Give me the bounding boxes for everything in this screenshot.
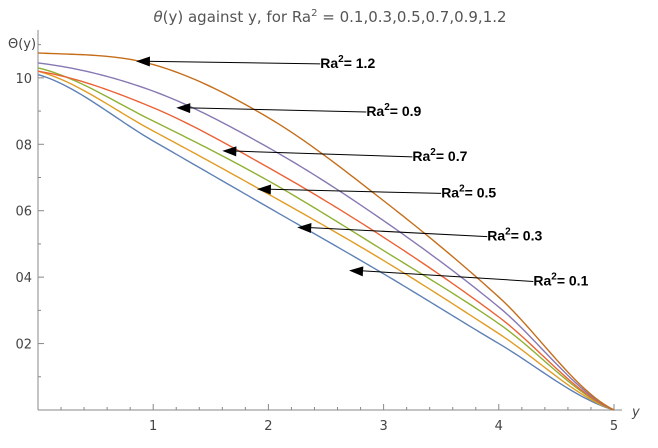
annotation: Ra2= 1.2 [135, 54, 375, 71]
series-line-ra2-0_7 [37, 70, 615, 411]
title-theta: θ [153, 8, 162, 26]
series-line-ra2-1_2 [37, 52, 615, 411]
y-axis-label: Θ(y) [8, 37, 36, 52]
annotation: Ra2= 0.9 [176, 102, 422, 119]
annotation: Ra2= 0.3 [297, 223, 542, 244]
y-tick-label: 10 [15, 72, 32, 87]
y-tick-label: 04 [15, 271, 32, 286]
x-tick-label: 3 [379, 419, 387, 434]
chart-title: θ(y) against y, for Ra2 = 0.1,0.3,0.5,0.… [153, 8, 506, 26]
y-tick-label: 06 [15, 205, 32, 220]
annotation-arrow-line [264, 188, 442, 194]
title-sup: 2 [311, 8, 317, 19]
x-tick-label: 5 [610, 419, 618, 434]
annotation-label: Ra2= 0.5 [441, 183, 496, 200]
x-tick-label: 4 [495, 419, 503, 434]
x-tick-label: 1 [149, 419, 157, 434]
annotation-arrowhead [297, 223, 312, 233]
annotation-arrow-line [357, 270, 534, 282]
annotation-label: Ra2= 0.9 [366, 102, 421, 119]
series-line-ra2-0_1 [37, 73, 615, 411]
annotation-label: Ra2= 0.3 [487, 227, 542, 244]
annotation-layer: Ra2= 1.2 Ra2= 0.9 Ra2= 0.7 Ra2= 0.5 Ra2= 0.3… [135, 54, 589, 288]
annotation: Ra2= 0.1 [349, 266, 589, 288]
annotation-arrow-line [305, 226, 488, 238]
axes: 1 2 3 4 5 02 04 06 08 10 y Θ(y) [8, 30, 640, 434]
y-tick-label: 08 [15, 138, 32, 153]
annotation-arrowhead [135, 56, 150, 67]
annotation-arrow-line [230, 150, 413, 158]
x-axis-label: y [631, 405, 640, 420]
annotation-label: Ra2= 1.2 [320, 54, 375, 71]
annotation-label: Ra2= 0.1 [533, 271, 588, 288]
series-line-ra2-0_9 [37, 62, 615, 411]
annotation: Ra2= 0.7 [222, 146, 468, 164]
title-tail: = 0.1,0.3,0.5,0.7,0.9,1.2 [317, 8, 506, 26]
annotation-arrowhead [256, 184, 271, 195]
annotation-label: Ra2= 0.7 [412, 147, 467, 164]
annotation-arrowhead [176, 103, 191, 114]
series-line-ra2-0_3 [37, 70, 615, 411]
annotation-arrow-line [143, 60, 321, 65]
annotation-arrow-line [184, 107, 367, 113]
series-line-ra2-0_5 [37, 67, 615, 411]
series-layer [37, 52, 615, 411]
x-tick-label: 2 [264, 419, 272, 434]
title-main: (y) against y, for Ra [163, 8, 311, 26]
annotation: Ra2= 0.5 [256, 183, 496, 200]
annotation-arrowhead [222, 146, 237, 157]
y-tick-label: 02 [15, 338, 32, 353]
annotation-arrowhead [349, 266, 364, 277]
